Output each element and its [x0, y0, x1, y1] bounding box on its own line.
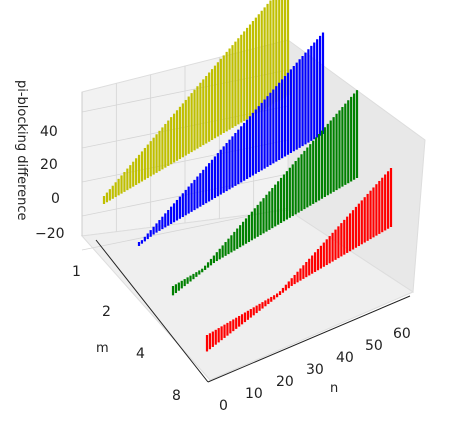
- m-axis-line: [95, 239, 209, 383]
- z-axis-ticks: 40 20 0 −20: [35, 124, 65, 242]
- n-tick-label: 30: [306, 362, 324, 378]
- axes: [81, 92, 411, 383]
- z-tick-label: 40: [40, 124, 58, 140]
- n-tick-label: 40: [336, 350, 354, 366]
- bar-series-group: [102, 0, 393, 352]
- m-tick-label: 2: [102, 304, 111, 320]
- n-tick-label: 0: [219, 398, 228, 414]
- z-tick-label: 0: [51, 191, 60, 207]
- m-axis-ticks: 1 2 4 8: [72, 264, 181, 404]
- z-tick-label: −20: [35, 226, 65, 242]
- n-tick-label: 60: [393, 326, 411, 342]
- n-tick-label: 10: [245, 386, 263, 402]
- m-tick-label: 4: [136, 346, 145, 362]
- z-tick-label: 20: [40, 157, 58, 173]
- m-tick-label: 1: [72, 264, 81, 280]
- m-tick-label: 8: [172, 388, 181, 404]
- n-axis-ticks: 0 10 20 30 40 50 60: [219, 326, 411, 414]
- n-tick-label: 50: [365, 338, 383, 354]
- m-axis-label: m: [96, 341, 109, 356]
- grid-line: [81, 207, 289, 251]
- n-tick-label: 20: [276, 374, 294, 390]
- n-axis-label: n: [330, 381, 338, 396]
- z-axis-label: pi-blocking difference: [14, 80, 29, 221]
- n-axis-line: [207, 295, 411, 383]
